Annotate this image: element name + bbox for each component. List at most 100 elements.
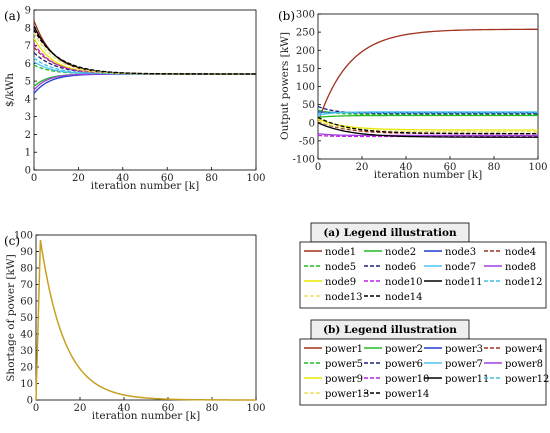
panel-b-ytick-label: 50	[302, 100, 315, 111]
legend-a-entry-node1: node1	[325, 247, 356, 258]
legend-a-entry-node2: node2	[385, 247, 416, 258]
panel-c-ytick-label: 70	[20, 280, 33, 291]
legend-a-entry-node9: node9	[325, 277, 356, 288]
panel-a-ytick-label: 7	[25, 41, 31, 52]
panel-c-ytick-label: 50	[20, 313, 33, 324]
legend-b-entry-power7: power7	[445, 359, 483, 370]
panel-b-ytick-label: 300	[296, 10, 315, 21]
series-line-node14	[33, 29, 256, 75]
panel-c-ytick-label: 0	[27, 396, 33, 407]
panel-c-frame	[35, 234, 257, 401]
panel-b-ytick-label: 250	[296, 28, 315, 39]
panel-b-ytick-label: 0	[309, 118, 315, 129]
series-line-power11	[317, 122, 538, 138]
panel-a-ytick-label: 4	[25, 94, 31, 105]
legend-b-entry-power5: power5	[325, 359, 363, 370]
legend-a-entry-node12: node12	[505, 277, 543, 288]
legend-b-entry-power8: power8	[505, 359, 543, 370]
panel-b-xtick-label: 20	[356, 162, 369, 173]
panel-c-ytick-label: 40	[20, 330, 33, 341]
panel-b-chart: 0 20 40 60 80 100 -100 -50 0 50 100 150 200 250 300 (b…	[278, 9, 548, 181]
panel-b-xtick-label: 40	[400, 162, 413, 173]
panel-c-xtick-label: 80	[206, 403, 219, 414]
panel-c-label: (c)	[4, 234, 20, 248]
panel-a-ylabel: $/kWh	[4, 73, 16, 107]
legend-b-entry-power9: power9	[325, 374, 363, 385]
panel-a-xtick-label: 60	[161, 173, 174, 184]
panel-b-ylabel: Output powers [kW]	[279, 32, 291, 140]
legend-a-entry-node10: node10	[385, 277, 423, 288]
legend-a-entry-node8: node8	[505, 262, 536, 273]
panel-b-xtick-label: 0	[315, 162, 321, 173]
panel-c-xtick-label: 100	[246, 403, 265, 414]
panel-b-ytick-label: 150	[296, 64, 315, 75]
panel-a-ytick-label: 3	[25, 112, 31, 123]
panel-a-ytick-label: 2	[25, 130, 31, 141]
panel-a-frame	[33, 9, 257, 171]
panel-a-ytick-label: 8	[25, 23, 31, 34]
legend-a-entry-node7: node7	[445, 262, 476, 273]
legend-b: (b) Legend illustration power1 power2 powe…	[299, 319, 549, 406]
series-line-power14	[317, 116, 538, 135]
panel-a-ytick-label: 9	[25, 6, 31, 17]
panel-c-xtick-label: 20	[74, 403, 87, 414]
panel-c-ytick-label: 80	[20, 264, 33, 275]
series-line-power1	[317, 28, 539, 123]
series-line-power12	[317, 111, 538, 115]
panel-b-xlabel: iteration number [k]	[374, 169, 482, 181]
legend-a: (a) Legend illustration node1 node2 node3 n…	[299, 222, 547, 309]
legend-b-entry-power6: power6	[385, 359, 423, 370]
panel-a-xlabel: iteration number [k]	[91, 180, 199, 192]
legend-a-entry-node11: node11	[445, 277, 483, 288]
panel-b-ytick-label: -50	[299, 136, 315, 147]
legend-a-entry-node6: node6	[385, 262, 416, 273]
panel-b-ytick-label: 200	[296, 46, 315, 57]
panel-c-ytick-label: 60	[20, 297, 33, 308]
panel-c-ytick-label: 30	[20, 346, 33, 357]
panel-b-ytick-label: 100	[296, 82, 315, 93]
panel-b-xtick-label: 60	[444, 162, 457, 173]
panel-a-xtick-label: 20	[72, 173, 85, 184]
panel-a-label: (a)	[4, 9, 21, 23]
series-line-shortage	[35, 239, 256, 401]
panel-a-chart: 0 20 40 60 80 100 0 1 2 3 4 5 6 7 8 9 (a) iteration num…	[4, 6, 266, 193]
panel-c-ytick-label: 10	[20, 379, 33, 390]
panel-a-xtick-label: 100	[246, 173, 265, 184]
series-line-power2	[317, 114, 538, 118]
panel-c-ytick-label: 90	[20, 247, 33, 258]
legend-a-box	[299, 241, 547, 309]
series-line-power5	[317, 109, 538, 116]
panel-c-chart: 0 20 40 60 80 100 0 10 20 30 40 50 60 70 80 90 100 (c) i…	[4, 231, 266, 423]
legend-b-box	[299, 338, 547, 406]
panel-c-ytick-label: 20	[20, 363, 33, 374]
panel-b-ytick-label: -100	[293, 155, 315, 166]
legend-b-entry-power10: power10	[385, 374, 429, 385]
panel-a-ytick-label: 1	[25, 148, 31, 159]
legend-b-entry-power14: power14	[385, 389, 429, 400]
panel-b-label: (b)	[278, 9, 295, 23]
legend-a-entry-node5: node5	[325, 262, 356, 273]
legend-b-entry-power12: power12	[505, 374, 549, 385]
legend-b-entry-power13: power13	[325, 389, 369, 400]
legend-a-entry-node14: node14	[385, 292, 423, 303]
legend-b-entry-power11: power11	[445, 374, 489, 385]
legend-b-entry-power1: power1	[325, 344, 363, 355]
panel-a-xtick-label: 80	[205, 173, 218, 184]
panel-a-xtick-label: 40	[116, 173, 129, 184]
legend-a-entry-node3: node3	[445, 247, 476, 258]
legend-a-entry-node4: node4	[505, 247, 536, 258]
series-line-power7	[317, 111, 538, 117]
panel-c-ylabel: Shortage of power [kW]	[5, 254, 17, 382]
panel-b-xtick-label: 80	[488, 162, 501, 173]
legend-b-entry-power2: power2	[385, 344, 423, 355]
legend-b-entry-power4: power4	[505, 344, 543, 355]
legend-b-entry-power3: power3	[445, 344, 483, 355]
panel-c-ytick-label: 100	[14, 231, 33, 242]
panel-a-ytick-label: 0	[25, 166, 31, 177]
series-line-power6	[317, 105, 538, 115]
panel-c-xtick-label: 60	[162, 403, 175, 414]
panel-c-xlabel: iteration number [k]	[92, 410, 200, 422]
legend-a-entry-node13: node13	[325, 292, 363, 303]
panel-c-xtick-label: 40	[118, 403, 131, 414]
